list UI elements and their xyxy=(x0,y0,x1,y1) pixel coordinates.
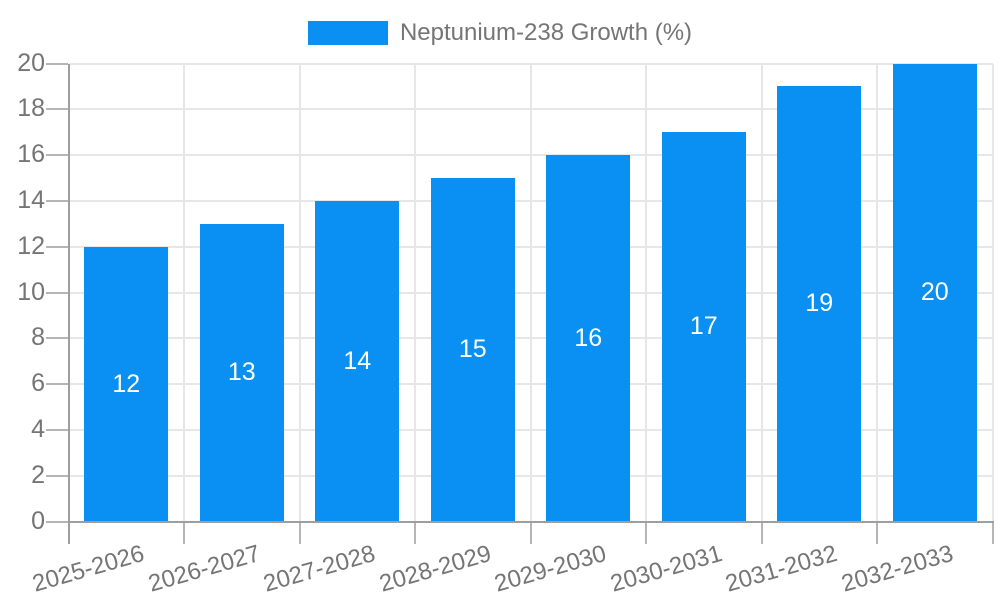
bar: 19 xyxy=(777,86,862,522)
x-axis-label: 2028-2029 xyxy=(376,540,495,598)
y-tick-mark xyxy=(46,199,68,202)
y-axis-label: 14 xyxy=(17,185,45,214)
legend: Neptunium-238 Growth (%) xyxy=(0,21,1000,45)
bar: 15 xyxy=(430,178,515,522)
x-tick-mark xyxy=(529,521,532,544)
v-gridline xyxy=(991,63,994,522)
y-tick-mark xyxy=(46,428,68,431)
bar-value-label: 15 xyxy=(458,335,487,364)
y-axis-label: 8 xyxy=(31,323,45,352)
y-tick-mark xyxy=(46,337,68,340)
v-gridline xyxy=(876,63,878,522)
y-tick-mark xyxy=(46,108,68,111)
y-tick-mark xyxy=(46,383,68,386)
x-axis-label: 2027-2028 xyxy=(260,540,379,598)
x-tick-mark xyxy=(645,521,647,544)
v-gridline xyxy=(298,63,301,522)
bar-value-label: 19 xyxy=(805,289,834,318)
bar: 17 xyxy=(661,132,746,522)
x-axis-line xyxy=(67,520,994,523)
y-axis-label: 16 xyxy=(17,140,45,169)
bar-value-label: 20 xyxy=(920,278,949,306)
bar: 20 xyxy=(892,63,977,522)
x-tick-mark xyxy=(760,521,763,544)
y-axis-label: 20 xyxy=(17,48,45,77)
bar-value-label: 13 xyxy=(227,358,256,387)
x-tick-mark xyxy=(876,521,878,544)
y-axis-label: 4 xyxy=(31,414,45,443)
bar-value-label: 16 xyxy=(574,323,603,352)
x-tick-mark xyxy=(183,521,185,544)
y-axis-label: 12 xyxy=(17,231,45,260)
x-tick-mark xyxy=(298,521,301,544)
x-axis-label: 2030-2031 xyxy=(607,540,726,598)
y-tick-mark xyxy=(46,520,68,523)
y-tick-mark xyxy=(46,245,68,248)
bar: 16 xyxy=(546,155,631,522)
x-axis-label: 2026-2027 xyxy=(145,540,264,598)
v-gridline xyxy=(760,63,763,522)
y-tick-mark xyxy=(46,291,68,294)
bar-value-label: 12 xyxy=(112,369,141,398)
y-tick-mark xyxy=(46,154,68,157)
y-axis-label: 10 xyxy=(17,277,45,306)
y-axis-label: 2 xyxy=(31,460,45,489)
bar: 12 xyxy=(84,246,169,522)
legend-label: Neptunium-238 Growth (%) xyxy=(399,19,693,46)
y-tick-mark xyxy=(46,62,68,65)
legend-swatch xyxy=(307,21,388,45)
bar-value-label: 17 xyxy=(689,312,718,341)
v-gridline xyxy=(183,63,185,522)
x-axis-label: 2029-2030 xyxy=(491,540,610,598)
bar: 13 xyxy=(199,223,284,522)
x-axis-label: 2032-2033 xyxy=(838,540,957,598)
v-gridline xyxy=(645,63,647,522)
y-tick-mark xyxy=(46,474,68,477)
v-gridline xyxy=(529,63,532,522)
x-tick-mark xyxy=(414,521,416,544)
x-tick-mark xyxy=(991,521,994,544)
y-axis-label: 0 xyxy=(31,506,45,535)
y-axis-label: 6 xyxy=(31,369,45,398)
y-axis-line xyxy=(67,63,70,544)
x-axis-label: 2031-2032 xyxy=(722,540,841,598)
plot-area: 12 13 14 15 16 17 19 20 xyxy=(68,62,994,522)
x-axis-label: 2025-2026 xyxy=(29,540,148,598)
bar: 14 xyxy=(315,200,400,522)
bar-value-label: 14 xyxy=(343,346,372,375)
y-axis-label: 18 xyxy=(17,94,45,123)
v-gridline xyxy=(414,63,416,522)
